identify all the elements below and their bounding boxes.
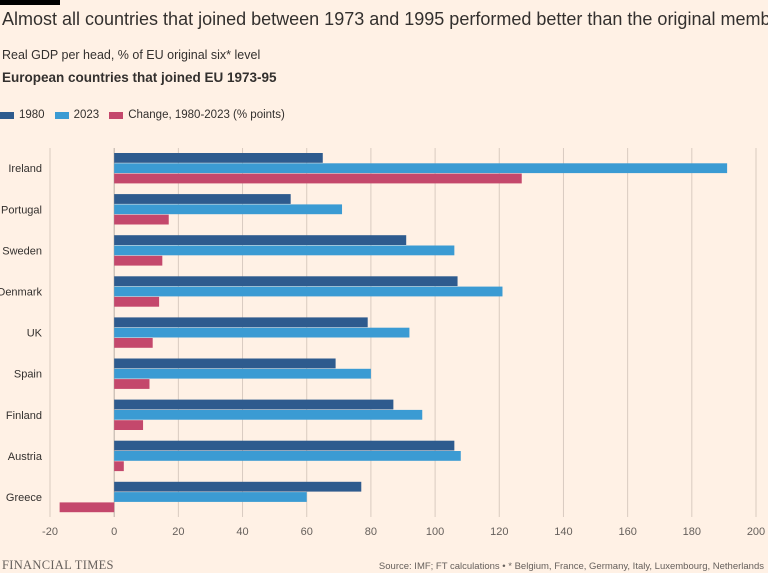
bar-spain-1980 <box>114 358 336 369</box>
category-label: Finland <box>6 410 42 422</box>
bar-denmark-2023 <box>114 286 503 297</box>
bar-austria-change <box>114 461 124 472</box>
bar-greece-1980 <box>114 481 362 492</box>
legend-item-1980: 1980 <box>0 109 45 121</box>
bar-denmark-1980 <box>114 276 458 287</box>
legend-swatch-1980 <box>0 111 14 119</box>
chart-subtitle: Real GDP per head, % of EU original six*… <box>2 48 261 62</box>
ft-brand-logo: FINANCIAL TIMES <box>2 558 114 572</box>
bar-portugal-change <box>114 214 169 225</box>
x-tick-label: 0 <box>111 526 117 538</box>
legend-swatch-2023 <box>54 111 69 119</box>
bar-ireland-change <box>114 173 522 184</box>
bar-ireland-2023 <box>114 163 728 174</box>
bar-finland-2023 <box>114 409 423 420</box>
chart-title: Almost all countries that joined between… <box>2 9 768 29</box>
bar-ireland-1980 <box>114 153 323 163</box>
chart-subheading: European countries that joined EU 1973-9… <box>2 70 277 85</box>
category-label: Greece <box>6 492 42 504</box>
category-label: Austria <box>8 451 43 463</box>
bar-uk-1980 <box>114 317 368 328</box>
legend-label-1980: 1980 <box>19 109 45 121</box>
category-label: Denmark <box>0 287 42 299</box>
bar-greece-2023 <box>114 492 307 502</box>
category-label: Sweden <box>2 245 42 257</box>
bar-finland-1980 <box>114 399 394 410</box>
ft-top-bar <box>0 0 60 5</box>
source-note: Source: IMF; FT calculations • * Belgium… <box>378 561 764 572</box>
bar-sweden-change <box>114 255 163 266</box>
bar-uk-change <box>114 338 153 348</box>
x-tick-label: 100 <box>426 526 444 538</box>
x-tick-label: 200 <box>747 526 765 538</box>
bar-spain-2023 <box>114 368 371 379</box>
bar-greece-change <box>59 502 115 513</box>
x-tick-label: 60 <box>301 526 313 538</box>
legend: 1980 2023 Change, 1980-2023 (% points) <box>0 109 295 121</box>
x-tick-label: 160 <box>618 526 636 538</box>
bar-portugal-1980 <box>114 194 291 204</box>
category-label: UK <box>27 328 43 340</box>
bar-denmark-change <box>114 296 160 307</box>
bar-austria-1980 <box>114 440 455 451</box>
legend-label-change: Change, 1980-2023 (% points) <box>128 109 285 121</box>
bar-portugal-2023 <box>114 204 343 215</box>
bar-sweden-2023 <box>114 245 455 256</box>
category-label: Ireland <box>8 163 42 175</box>
legend-swatch-change <box>109 111 124 119</box>
x-tick-label: 40 <box>236 526 248 538</box>
category-label: Portugal <box>1 204 42 216</box>
x-tick-label: 180 <box>683 526 701 538</box>
x-tick-label: -20 <box>42 526 58 538</box>
bar-spain-change <box>114 379 150 389</box>
x-tick-label: 140 <box>554 526 572 538</box>
legend-item-change: Change, 1980-2023 (% points) <box>109 109 285 121</box>
bar-sweden-1980 <box>114 235 407 245</box>
legend-item-2023: 2023 <box>54 109 100 121</box>
x-tick-label: 80 <box>365 526 377 538</box>
legend-label-2023: 2023 <box>73 109 100 121</box>
bar-uk-2023 <box>114 327 410 338</box>
x-tick-label: 120 <box>490 526 508 538</box>
bar-austria-2023 <box>114 451 461 461</box>
bar-finland-change <box>114 420 144 430</box>
category-label: Spain <box>14 369 42 381</box>
x-tick-label: 20 <box>172 526 184 538</box>
